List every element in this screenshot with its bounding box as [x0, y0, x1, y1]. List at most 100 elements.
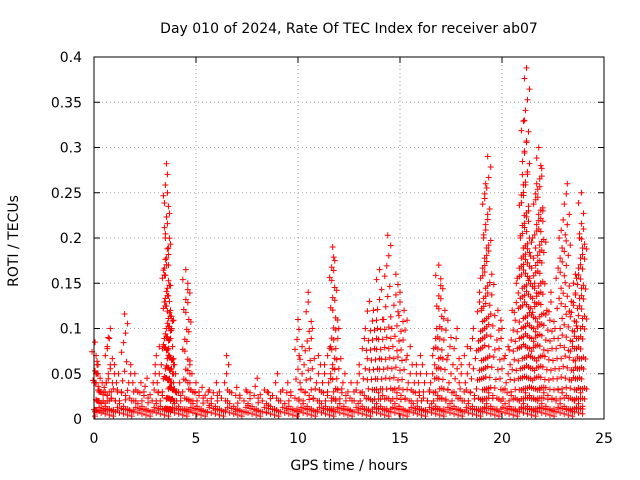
data-point — [165, 345, 172, 352]
data-point — [363, 412, 370, 419]
data-point — [545, 356, 552, 363]
data-point — [497, 375, 503, 382]
data-point — [479, 408, 486, 415]
data-point — [206, 404, 213, 411]
data-point — [120, 410, 127, 417]
data-point — [444, 387, 451, 394]
data-point — [295, 316, 301, 323]
data-point — [170, 317, 177, 324]
data-point — [370, 366, 377, 373]
data-point — [406, 397, 413, 404]
chart-title: Day 010 of 2024, Rate Of TEC Index for r… — [160, 21, 538, 37]
data-point — [94, 408, 101, 415]
data-point — [102, 352, 109, 359]
data-point — [233, 384, 240, 391]
data-point — [249, 403, 256, 410]
data-point — [298, 404, 305, 411]
data-point — [440, 337, 447, 344]
data-point — [124, 320, 131, 327]
data-point — [351, 397, 358, 404]
data-point — [458, 361, 465, 368]
data-point — [583, 385, 590, 392]
data-point — [398, 392, 405, 399]
data-point — [168, 325, 175, 332]
data-point — [393, 322, 400, 329]
data-point — [503, 379, 510, 386]
data-point — [399, 357, 405, 364]
data-point — [365, 395, 372, 402]
data-point — [523, 282, 530, 289]
data-point — [581, 325, 588, 332]
data-point — [555, 335, 562, 342]
data-point — [309, 365, 316, 372]
data-point — [321, 370, 328, 377]
data-point — [251, 392, 258, 399]
data-point — [482, 374, 489, 381]
data-point — [395, 403, 402, 410]
data-point — [196, 392, 203, 399]
data-point — [580, 282, 587, 289]
data-point — [441, 366, 448, 373]
data-point — [284, 379, 291, 386]
data-point — [536, 242, 543, 249]
data-point — [510, 327, 517, 334]
data-point — [373, 400, 380, 407]
data-point — [167, 335, 174, 342]
data-point — [532, 190, 539, 197]
data-point — [359, 403, 366, 410]
data-point — [390, 355, 397, 362]
data-point — [253, 412, 260, 419]
data-point — [511, 309, 518, 316]
data-point — [512, 317, 519, 324]
data-point — [527, 253, 534, 260]
data-point — [304, 338, 311, 345]
data-point — [561, 403, 568, 410]
data-point — [102, 403, 109, 410]
data-point — [367, 413, 374, 420]
data-point — [454, 325, 461, 332]
data-point — [558, 355, 565, 362]
data-point — [566, 283, 573, 290]
data-point — [488, 271, 495, 278]
data-point — [485, 174, 492, 181]
data-point — [181, 395, 188, 402]
data-point — [353, 404, 360, 411]
data-point — [464, 343, 471, 350]
data-point — [166, 298, 173, 305]
data-point — [167, 282, 174, 289]
data-point — [531, 285, 538, 292]
data-point — [539, 207, 546, 214]
data-point — [512, 386, 519, 393]
data-point — [545, 308, 552, 315]
data-point — [440, 315, 447, 322]
data-point — [416, 392, 423, 399]
data-point — [296, 326, 302, 333]
data-point — [97, 375, 104, 382]
data-point — [561, 248, 568, 255]
data-point — [344, 412, 351, 419]
data-point — [159, 275, 166, 282]
data-point — [528, 412, 535, 419]
data-point — [261, 387, 268, 394]
data-point — [354, 379, 361, 386]
data-point — [366, 298, 373, 305]
data-point — [580, 295, 587, 302]
data-point — [508, 337, 515, 344]
data-point — [387, 408, 394, 415]
data-point — [567, 395, 574, 402]
data-point — [165, 277, 172, 284]
data-point — [162, 182, 169, 189]
data-point — [493, 395, 500, 402]
data-point — [523, 64, 530, 71]
data-point — [333, 287, 340, 294]
data-point — [522, 181, 529, 188]
data-point — [486, 206, 493, 213]
data-point — [157, 403, 164, 410]
data-point — [473, 385, 480, 392]
data-point — [455, 412, 462, 419]
data-point — [447, 343, 453, 350]
data-point — [564, 221, 571, 228]
data-point — [483, 252, 490, 259]
data-point — [127, 361, 134, 368]
data-point — [579, 403, 586, 410]
